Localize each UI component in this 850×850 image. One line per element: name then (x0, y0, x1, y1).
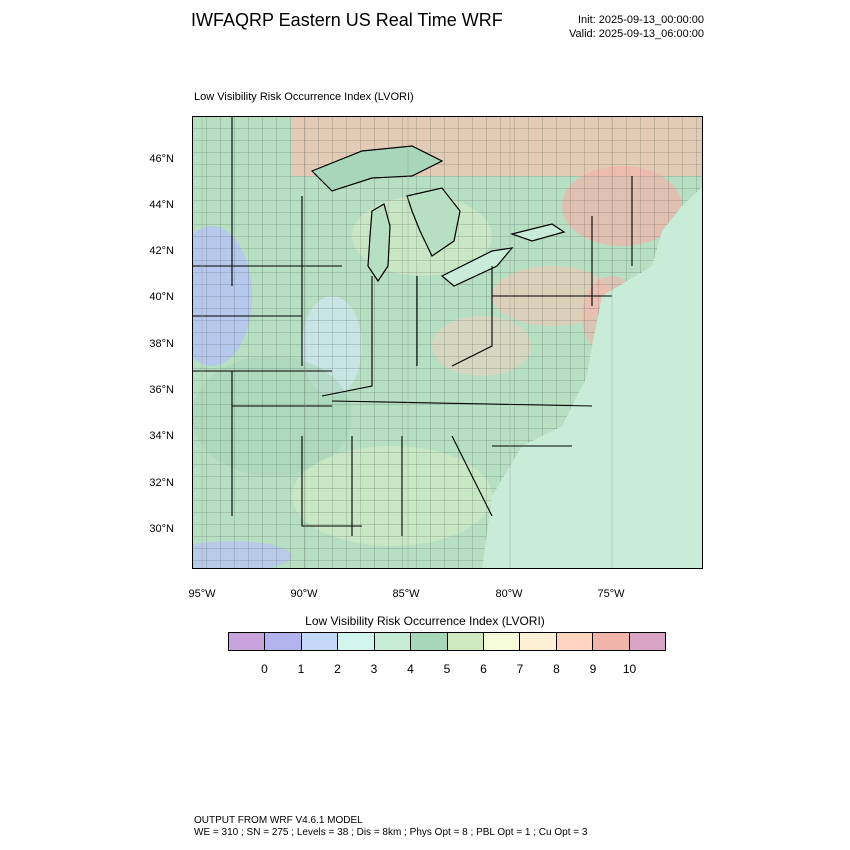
colorbar-swatch (593, 633, 630, 650)
colorbar-swatch (338, 633, 375, 650)
lat-label-44: 44°N (149, 199, 174, 211)
model-footer: OUTPUT FROM WRF V4.6.1 MODEL WE = 310 ; … (194, 815, 587, 839)
lake-huron (406, 187, 461, 257)
lon-label-75: 75°W (597, 588, 625, 600)
init-valid-times: Init: 2025-09-13_00:00:00 Valid: 2025-09… (569, 13, 704, 41)
colorbar-swatch (301, 633, 339, 650)
lat-label-42: 42°N (149, 245, 174, 257)
colorbar-label: 4 (407, 662, 414, 676)
lon-label-95: 95°W (188, 588, 216, 600)
map-subtitle: Low Visibility Risk Occurrence Index (LV… (194, 91, 414, 103)
footer-line-2: WE = 310 ; SN = 275 ; Levels = 38 ; Dis … (194, 827, 588, 838)
colorbar-swatch (520, 633, 557, 650)
lat-label-34: 34°N (149, 430, 174, 442)
init-time: Init: 2025-09-13_00:00:00 (578, 14, 704, 26)
lat-label-38: 38°N (149, 338, 174, 350)
colorbar-label: 2 (334, 662, 341, 676)
colorbar-swatch (556, 633, 594, 650)
colorbar-label: 8 (553, 662, 560, 676)
lake-erie (440, 247, 514, 287)
lvori-map (192, 116, 703, 569)
colorbar-label: 0 (261, 662, 268, 676)
lat-label-46: 46°N (149, 153, 174, 165)
colorbar-label: 3 (370, 662, 378, 676)
lon-label-85: 85°W (392, 588, 420, 600)
colorbar-swatch (483, 633, 521, 650)
colorbar-swatch (265, 633, 302, 650)
colorbar-label: 10 (622, 662, 637, 676)
colorbar-swatch (629, 633, 666, 650)
colorbar-label: 1 (297, 662, 305, 676)
lat-label-40: 40°N (149, 291, 174, 303)
lon-label-90: 90°W (290, 588, 318, 600)
colorbar-swatch (229, 633, 266, 650)
colorbar-label: 5 (443, 662, 451, 676)
lat-label-30: 30°N (149, 523, 174, 535)
graticule (201, 116, 613, 569)
lake-ontario (509, 223, 566, 242)
lat-label-32: 32°N (149, 477, 174, 489)
plot-title: IWFAQRP Eastern US Real Time WRF (191, 10, 503, 30)
colorbar-label: 6 (480, 662, 487, 676)
lon-label-80: 80°W (495, 588, 523, 600)
colorbar-swatch (447, 633, 484, 650)
lake-superior (310, 145, 444, 192)
map-frame (192, 116, 703, 569)
colorbar-label: 9 (589, 662, 597, 676)
colorbar-swatch (374, 633, 412, 650)
colorbar-swatch (411, 633, 448, 650)
footer-line-1: OUTPUT FROM WRF V4.6.1 MODEL (194, 815, 363, 826)
state-boundaries (192, 116, 633, 536)
colorbar (228, 632, 666, 651)
lake-michigan (367, 203, 391, 283)
lat-label-36: 36°N (149, 384, 174, 396)
colorbar-title: Low Visibility Risk Occurrence Index (LV… (305, 614, 545, 628)
valid-time: Valid: 2025-09-13_06:00:00 (569, 28, 704, 40)
colorbar-label: 7 (516, 662, 524, 676)
